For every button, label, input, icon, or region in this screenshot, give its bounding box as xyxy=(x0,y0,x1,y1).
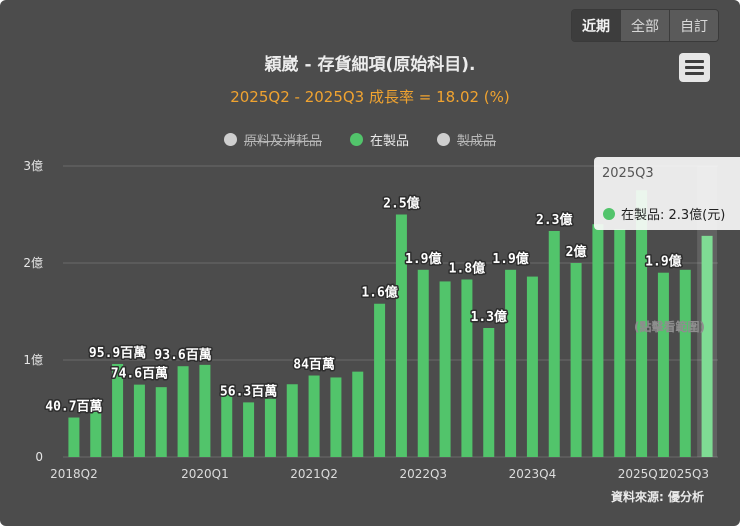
bar-data-label: 1.6億 xyxy=(361,285,397,301)
bar-data-label: 56.3百萬 xyxy=(220,383,277,399)
bar-data-label: 1.3億 xyxy=(471,309,507,325)
x-tick-label: 2020Q1 xyxy=(181,467,229,481)
bar-2024Q4[interactable] xyxy=(636,190,648,457)
bar-2024Q1[interactable] xyxy=(570,263,582,457)
y-tick-label: 3億 xyxy=(23,159,43,173)
data-source: 資料來源: 優分析 xyxy=(611,490,704,504)
legend-dot-icon xyxy=(349,133,363,146)
bar-data-label: 2億 xyxy=(566,244,587,260)
bar-data-label: 74.6百萬 xyxy=(111,366,168,382)
x-tick-label: 2025Q3 xyxy=(661,467,709,481)
chart-tooltip: 2025Q3 在製品: 2.3億(元) xyxy=(594,157,740,230)
range-all-button[interactable]: 全部 xyxy=(620,10,669,41)
y-tick-label: 1億 xyxy=(23,353,43,367)
bar-data-label: 2.5億 xyxy=(383,196,419,212)
tooltip-row: 在製品: 2.3億(元) xyxy=(603,204,725,223)
chart-legend: 原料及消耗品 在製品 製成品 xyxy=(0,130,720,149)
x-tick-label: 2021Q2 xyxy=(290,467,338,481)
tooltip-period: 2025Q3 xyxy=(602,166,654,181)
y-tick-label: 2億 xyxy=(23,256,43,270)
hamburger-menu-icon[interactable] xyxy=(679,53,710,82)
legend-dot-icon xyxy=(223,133,237,146)
bar-2022Q3[interactable] xyxy=(439,281,451,457)
bar-2025Q1[interactable] xyxy=(657,272,669,457)
bar-2022Q1[interactable] xyxy=(395,214,407,458)
bar-2025Q2[interactable] xyxy=(679,269,691,457)
bar-2021Q3[interactable] xyxy=(352,371,364,457)
tooltip-value: 在製品: 2.3億(元) xyxy=(621,208,726,223)
bar-2021Q4[interactable] xyxy=(374,303,386,457)
bar-2021Q1[interactable] xyxy=(308,375,320,457)
bar-2019Q2[interactable] xyxy=(155,387,167,457)
bar-2024Q3[interactable] xyxy=(614,229,626,457)
bar-2020Q3[interactable] xyxy=(264,398,276,457)
bar-data-label: 40.7百萬 xyxy=(45,399,102,415)
bar-2025Q3[interactable] xyxy=(701,235,713,457)
legend-item-raw-materials[interactable]: 原料及消耗品 xyxy=(223,130,322,149)
bar-2023Q4[interactable] xyxy=(548,230,560,457)
bar-data-label: 95.9百萬 xyxy=(89,345,146,361)
bar-data-label: 1.8億 xyxy=(449,260,485,276)
bar-2024Q2[interactable] xyxy=(592,224,604,457)
bar-2018Q2[interactable] xyxy=(68,417,80,457)
range-recent-button[interactable]: 近期 xyxy=(572,10,620,41)
y-tick-label: 0 xyxy=(35,450,43,464)
bar-data-label: 84百萬 xyxy=(293,357,335,373)
x-tick-label: 2023Q4 xyxy=(509,467,557,481)
bar-2018Q3[interactable] xyxy=(90,403,102,457)
bar-2019Q3[interactable] xyxy=(177,366,189,457)
range-selector: 近期 全部 自訂 xyxy=(571,9,719,42)
bar-2020Q4[interactable] xyxy=(286,384,298,457)
tooltip-series-dot-icon xyxy=(603,207,615,220)
legend-item-finished-goods[interactable]: 製成品 xyxy=(437,130,496,149)
legend-label: 原料及消耗品 xyxy=(243,134,322,149)
bar-data-label: 93.6百萬 xyxy=(154,347,211,363)
legend-item-work-in-progress[interactable]: 在製品 xyxy=(349,130,409,149)
bar-2021Q2[interactable] xyxy=(330,377,342,457)
legend-label: 製成品 xyxy=(457,134,497,149)
legend-dot-icon xyxy=(437,133,450,146)
bar-2023Q1[interactable] xyxy=(483,327,495,457)
bar-2020Q2[interactable] xyxy=(243,402,255,457)
bar-2022Q2[interactable] xyxy=(417,269,429,457)
bar-data-label: 2.3億 xyxy=(536,212,572,228)
click-hint-watermark: (點擊看範圍) xyxy=(634,320,705,334)
bar-data-label: 1.9億 xyxy=(405,251,441,267)
bar-data-label: 1.9億 xyxy=(645,254,681,270)
bar-2022Q4[interactable] xyxy=(461,279,473,457)
x-tick-label: 2018Q2 xyxy=(50,467,98,481)
bar-data-label: 1.9億 xyxy=(492,251,528,267)
x-tick-label: 2025Q1 xyxy=(618,467,666,481)
bar-2019Q1[interactable] xyxy=(133,384,145,457)
bar-2019Q4[interactable] xyxy=(199,364,211,457)
bar-2020Q1[interactable] xyxy=(221,391,233,457)
bar-2023Q3[interactable] xyxy=(526,276,538,457)
bar-2023Q2[interactable] xyxy=(505,269,517,457)
range-custom-button[interactable]: 自訂 xyxy=(669,10,718,41)
x-tick-label: 2022Q3 xyxy=(399,467,447,481)
chart-title: 穎崴 - 存貨細項(原始科目). xyxy=(264,55,476,75)
chart-subtitle: 2025Q2 - 2025Q3 成長率 = 18.02 (%) xyxy=(230,88,510,106)
legend-label: 在製品 xyxy=(369,134,409,149)
bar-2018Q4[interactable] xyxy=(112,363,124,457)
